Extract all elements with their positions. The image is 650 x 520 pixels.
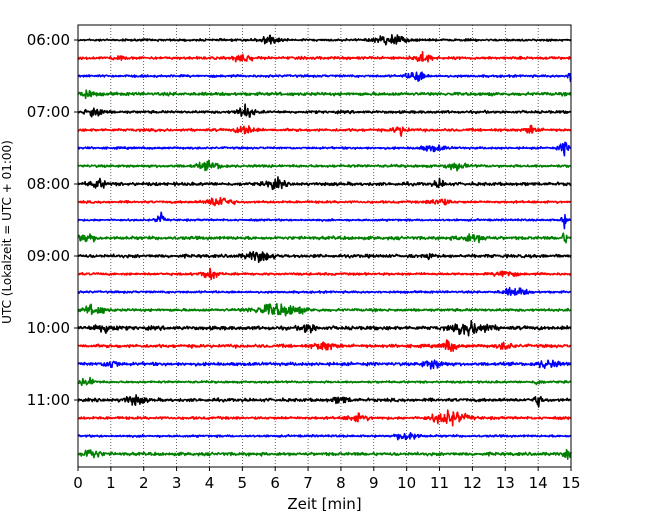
trace-line bbox=[77, 211, 572, 230]
x-tick-label: 10 bbox=[397, 474, 416, 492]
x-tick-label: 7 bbox=[303, 474, 313, 492]
plot-frame bbox=[77, 24, 572, 468]
trace-line bbox=[77, 34, 572, 46]
trace-line bbox=[77, 51, 572, 63]
y-tick-label: 09:00 bbox=[27, 247, 70, 265]
trace-line bbox=[77, 232, 572, 244]
y-tick-label: 08:00 bbox=[27, 175, 70, 193]
trace-line bbox=[77, 103, 572, 118]
x-tick-label: 11 bbox=[430, 474, 449, 492]
trace-layer bbox=[77, 34, 572, 461]
x-tick-label: 3 bbox=[172, 474, 182, 492]
x-tick-label: 14 bbox=[529, 474, 548, 492]
trace-line bbox=[77, 286, 572, 297]
y-tick-label: 07:00 bbox=[27, 103, 70, 121]
y-tick-label: 06:00 bbox=[27, 31, 70, 49]
trace-line bbox=[77, 302, 572, 317]
x-tick-label: 9 bbox=[369, 474, 379, 492]
trace-line bbox=[77, 376, 572, 387]
trace-line bbox=[77, 432, 572, 441]
trace-line bbox=[77, 409, 572, 427]
trace-line bbox=[77, 319, 572, 337]
trace-line bbox=[77, 339, 572, 353]
x-tick-label: 6 bbox=[270, 474, 280, 492]
x-tick-label: 1 bbox=[106, 474, 116, 492]
trace-line bbox=[77, 124, 572, 137]
trace-line bbox=[77, 250, 572, 264]
y-axis-ticks: 06:00 07:00 08:00 09:00 10:00 11:00 bbox=[27, 31, 78, 409]
x-tick-label: 12 bbox=[463, 474, 482, 492]
x-tick-label: 15 bbox=[561, 474, 580, 492]
trace-line bbox=[77, 71, 572, 83]
trace-line bbox=[77, 448, 572, 461]
trace-line bbox=[77, 359, 572, 370]
trace-line bbox=[77, 89, 572, 100]
trace-line bbox=[77, 141, 572, 157]
trace-line bbox=[77, 394, 572, 408]
x-tick-label: 2 bbox=[139, 474, 149, 492]
y-tick-label: 11:00 bbox=[27, 391, 70, 409]
x-tick-label: 0 bbox=[73, 474, 83, 492]
y-tick-label: 10:00 bbox=[27, 319, 70, 337]
x-tick-label: 8 bbox=[336, 474, 346, 492]
y-axis-label: UTC (Lokalzeit = UTC + 01:00) bbox=[0, 140, 14, 324]
x-axis-ticks: 0 1 2 3 4 5 6 7 8 9 10 11 12 13 14 15 bbox=[73, 467, 581, 492]
x-tick-label: 5 bbox=[238, 474, 248, 492]
x-axis-label: Zeit [min] bbox=[287, 495, 361, 513]
trace-line bbox=[77, 159, 572, 172]
x-tick-label: 4 bbox=[205, 474, 215, 492]
x-tick-label: 13 bbox=[496, 474, 515, 492]
trace-line bbox=[77, 196, 572, 207]
trace-line bbox=[77, 176, 572, 191]
trace-line bbox=[77, 267, 572, 281]
